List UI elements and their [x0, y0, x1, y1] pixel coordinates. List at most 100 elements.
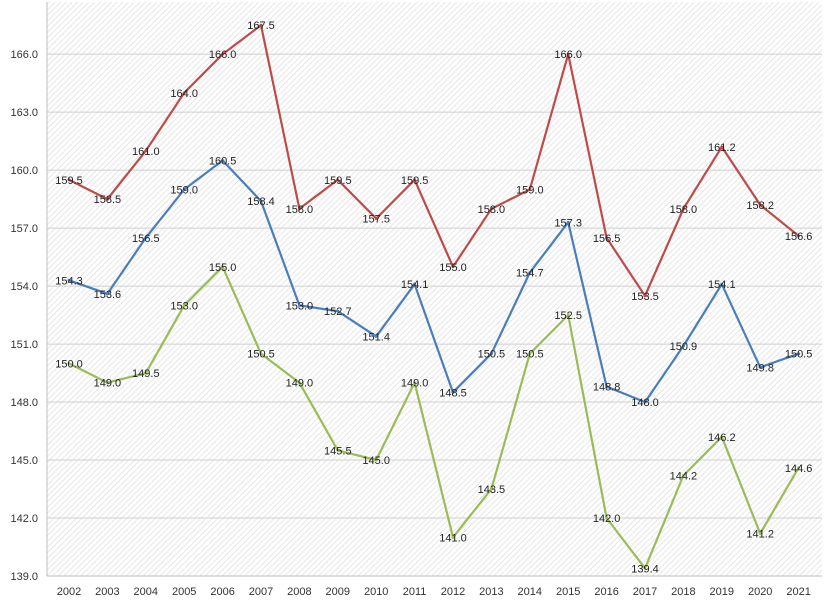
data-point-blue — [528, 271, 532, 275]
y-tick-label: 157.0 — [10, 223, 38, 235]
gridlines — [47, 53, 822, 577]
data-point-blue — [643, 400, 647, 404]
data-label-green: 153.0 — [170, 300, 198, 312]
data-label-red: 164.0 — [170, 88, 198, 100]
data-label-blue: 150.9 — [670, 341, 698, 353]
data-label-green: 141.0 — [439, 532, 467, 544]
data-label-blue: 156.5 — [132, 233, 160, 245]
data-label-red: 158.0 — [286, 204, 314, 216]
data-label-red: 158.0 — [670, 204, 698, 216]
data-label-blue: 157.3 — [554, 217, 582, 229]
data-point-blue — [67, 278, 71, 282]
y-tick-label: 154.0 — [10, 281, 38, 293]
series-line-red — [67, 24, 800, 297]
x-tick-label: 2016 — [594, 586, 618, 598]
data-point-red — [105, 197, 109, 201]
data-point-blue — [297, 303, 301, 307]
data-point-green — [105, 381, 109, 385]
data-point-red — [182, 91, 186, 95]
data-label-red: 159.0 — [516, 184, 544, 196]
data-label-red: 161.0 — [132, 146, 160, 158]
x-tick-label: 2005 — [172, 586, 196, 598]
x-tick-label: 2009 — [326, 586, 350, 598]
data-label-blue: 154.1 — [708, 279, 736, 291]
data-label-green: 143.5 — [478, 484, 506, 496]
data-point-blue — [413, 282, 417, 286]
x-tick-label: 2010 — [364, 586, 388, 598]
x-tick-label: 2003 — [95, 586, 119, 598]
data-point-green — [259, 352, 263, 356]
x-tick-label: 2004 — [134, 586, 158, 598]
data-label-blue: 153.6 — [94, 289, 122, 301]
x-tick-label: 2021 — [786, 586, 810, 598]
data-label-green: 149.0 — [94, 378, 122, 390]
x-tick-label: 2011 — [403, 586, 427, 598]
y-tick-label: 160.0 — [10, 165, 38, 177]
data-point-red — [144, 149, 148, 153]
data-label-green: 144.2 — [670, 471, 698, 483]
data-point-red — [451, 265, 455, 269]
data-label-blue: 148.5 — [439, 387, 467, 399]
data-point-blue — [144, 236, 148, 240]
data-point-green — [528, 352, 532, 356]
data-point-green — [451, 535, 455, 539]
data-label-red: 166.0 — [554, 49, 582, 61]
data-point-blue — [105, 292, 109, 296]
data-point-green — [67, 361, 71, 365]
data-label-red: 158.5 — [94, 194, 122, 206]
data-label-blue: 153.0 — [286, 300, 314, 312]
data-label-red: 159.5 — [55, 175, 83, 187]
data-point-green — [643, 566, 647, 570]
x-tick-label: 2013 — [479, 586, 503, 598]
y-tick-label: 166.0 — [10, 49, 38, 61]
data-point-blue — [605, 385, 609, 389]
data-label-red: 155.0 — [439, 262, 467, 274]
x-tick-label: 2008 — [287, 586, 311, 598]
y-tick-label: 163.0 — [10, 107, 38, 119]
data-label-green: 142.0 — [593, 513, 621, 525]
data-point-blue — [720, 282, 724, 286]
data-point-red — [681, 207, 685, 211]
data-point-red — [67, 178, 71, 182]
data-label-green: 149.0 — [401, 378, 429, 390]
data-label-blue: 154.3 — [55, 275, 83, 287]
data-point-red — [720, 145, 724, 149]
data-label-green: 150.5 — [247, 349, 275, 361]
data-point-green — [605, 516, 609, 520]
data-label-blue: 151.4 — [362, 331, 390, 343]
data-point-blue — [566, 220, 570, 224]
data-label-red: 158.0 — [478, 204, 506, 216]
x-tick-label: 2002 — [57, 586, 81, 598]
data-label-red: 158.2 — [746, 200, 774, 212]
data-label-blue: 150.5 — [785, 349, 813, 361]
data-point-blue — [259, 199, 263, 203]
x-tick-label: 2017 — [633, 586, 657, 598]
data-point-blue — [336, 309, 340, 313]
data-label-green: 145.0 — [362, 455, 390, 467]
data-point-red — [643, 294, 647, 298]
data-label-green: 150.0 — [55, 358, 83, 370]
data-label-red: 156.5 — [593, 233, 621, 245]
data-point-red — [605, 236, 609, 240]
data-point-green — [758, 531, 762, 535]
x-tick-label: 2018 — [671, 586, 695, 598]
data-label-red: 161.2 — [708, 142, 736, 154]
data-label-green: 155.0 — [209, 262, 237, 274]
data-label-green: 139.4 — [631, 563, 659, 575]
data-point-red — [374, 216, 378, 220]
data-point-red — [336, 178, 340, 182]
data-label-green: 149.5 — [132, 368, 160, 380]
y-tick-label: 142.0 — [10, 513, 38, 525]
data-point-green — [566, 313, 570, 317]
data-label-blue: 152.7 — [324, 306, 352, 318]
data-label-blue: 159.0 — [170, 184, 198, 196]
data-point-green — [144, 371, 148, 375]
series-line-blue — [67, 159, 800, 404]
data-point-green — [681, 474, 685, 478]
data-label-green: 149.0 — [286, 378, 314, 390]
data-label-green: 150.5 — [516, 349, 544, 361]
data-point-red — [221, 52, 225, 56]
data-point-green — [336, 448, 340, 452]
data-point-red — [797, 234, 801, 238]
